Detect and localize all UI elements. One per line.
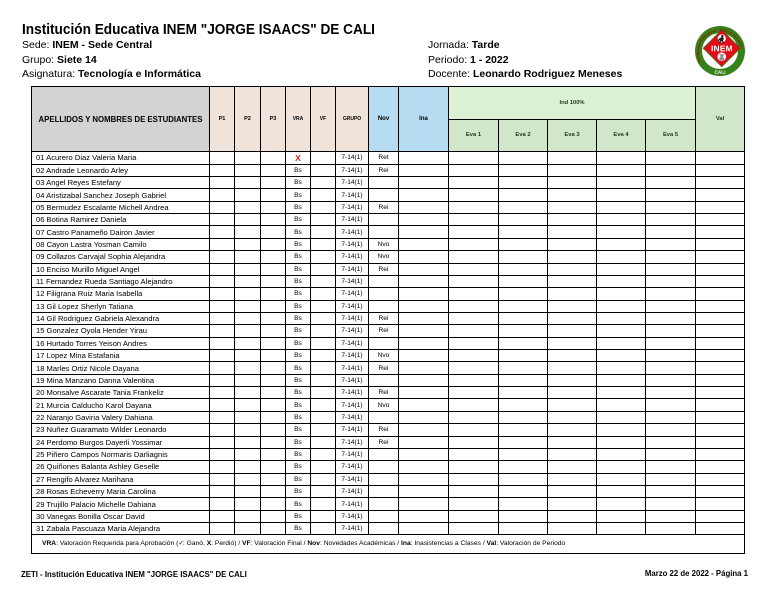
svg-text:INEM: INEM <box>711 44 733 53</box>
svg-text:CALI: CALI <box>714 70 725 76</box>
